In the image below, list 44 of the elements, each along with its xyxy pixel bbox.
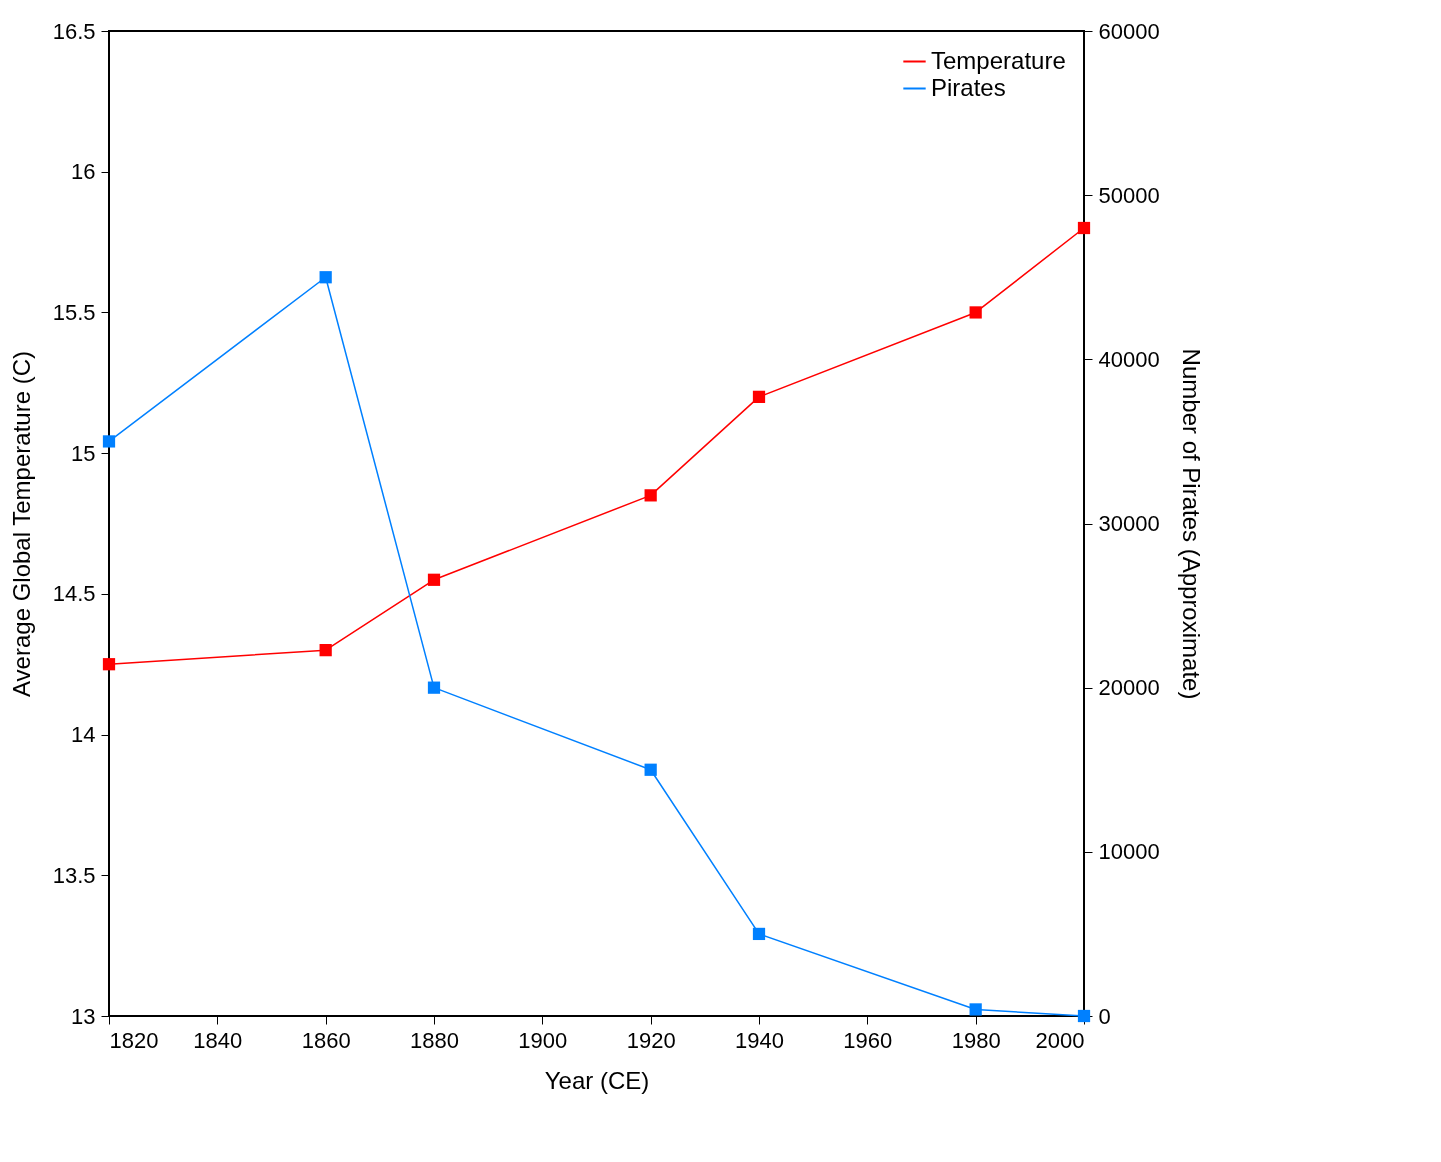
x-axis-title: Year (CE): [544, 1066, 650, 1094]
point: [427, 681, 441, 694]
x-tick-label: 1820: [109, 1027, 159, 1053]
y-tick-label: 16: [71, 159, 96, 185]
point: [427, 573, 441, 586]
point: [102, 435, 116, 448]
y-tick-label: 13: [71, 1003, 96, 1029]
y2-axis-title: Number of Pirates (Approximate): [1177, 348, 1205, 700]
legend-label: Pirates: [931, 73, 1006, 101]
x-tick-label: 1880: [410, 1027, 459, 1053]
y-axis-title: Average Global Temperature (C): [7, 351, 35, 697]
point: [1077, 221, 1091, 235]
y2-tick-label: 30000: [1098, 511, 1160, 536]
point: [969, 1003, 982, 1016]
x-tick-label: 2000: [1035, 1027, 1085, 1053]
x-tick-label: 1860: [301, 1027, 351, 1053]
y-tick-label: 16.5: [52, 18, 96, 44]
x-tick-label: 1900: [518, 1027, 568, 1053]
x-tick-label: 1940: [735, 1027, 784, 1053]
point: [644, 763, 657, 776]
point: [752, 390, 766, 403]
y-tick-label: 15: [71, 440, 96, 466]
point: [752, 927, 766, 941]
point: [969, 306, 982, 319]
point: [1077, 1009, 1091, 1023]
y-tick-label: 14.5: [52, 581, 96, 607]
y-tick-label: 15.5: [52, 299, 96, 325]
y2-tick-label: 10000: [1098, 839, 1160, 865]
y2-tick-label: 20000: [1098, 675, 1160, 701]
point: [102, 658, 116, 671]
x-tick-label: 1840: [193, 1027, 243, 1053]
point: [319, 271, 332, 284]
x-tick-label: 1920: [626, 1027, 676, 1053]
point: [319, 644, 332, 657]
x-tick-label: 1960: [843, 1027, 893, 1053]
legend-label: Temperature: [931, 46, 1066, 74]
y2-tick-label: 60000: [1098, 18, 1160, 44]
y2-tick-label: 0: [1098, 1003, 1111, 1029]
point: [644, 489, 657, 502]
x-tick-label: 1980: [951, 1027, 1001, 1053]
y-tick-label: 13.5: [52, 862, 96, 888]
y-tick-label: 14: [71, 722, 96, 748]
y2-tick-label: 50000: [1098, 182, 1160, 208]
y2-tick-label: 40000: [1098, 346, 1160, 372]
